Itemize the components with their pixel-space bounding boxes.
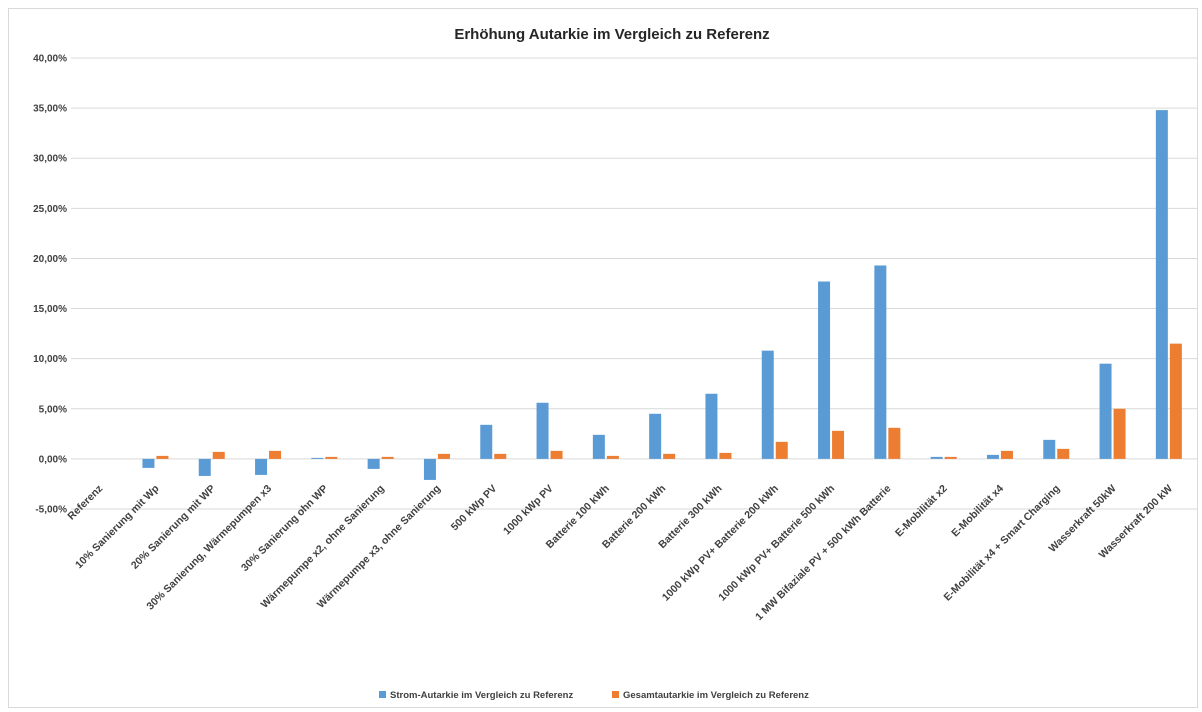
bar-gesamt: [1057, 448, 1070, 459]
bar-gesamt: [832, 430, 845, 459]
x-tick-label: 1000 kWp PV+ Batterie 200 kWh: [660, 483, 781, 604]
y-axis-ticks: -5,00% 0,00% 5,00% 10,00% 15,00% 20,00% 25,00%…: [33, 54, 67, 516]
bar-strom: [311, 457, 324, 459]
bar-strom: [1099, 363, 1112, 459]
bar-strom: [649, 413, 662, 459]
bar-gesamt: [606, 455, 619, 459]
x-tick-label: 1000 kWp PV+ Batterie 500 kWh: [716, 483, 837, 604]
bar-strom: [592, 434, 605, 459]
x-tick-label: Wärmepumpe x3, ohne Sanierung: [315, 483, 443, 611]
y-tick-label: 15,00%: [33, 304, 67, 315]
bar-gesamt: [775, 441, 788, 459]
legend-swatch: [612, 691, 619, 698]
legend-swatch: [379, 691, 386, 698]
bar-strom: [986, 454, 999, 459]
chart-svg: Erhöhung Autarkie im Vergleich zu Refere…: [33, 26, 1197, 701]
bar-strom: [142, 458, 155, 468]
bar-strom: [705, 393, 718, 459]
bar-strom: [536, 402, 549, 459]
x-tick-label: 1000 kWp PV: [501, 483, 556, 538]
bars: [142, 110, 1182, 480]
bar-gesamt: [719, 452, 732, 459]
x-tick-label: 500 kWp PV: [449, 483, 500, 534]
bar-gesamt: [381, 456, 394, 459]
bar-gesamt: [269, 450, 282, 459]
y-tick-label: 40,00%: [33, 54, 67, 65]
bar-strom: [480, 424, 493, 459]
y-tick-label: -5,00%: [35, 505, 67, 516]
y-tick-label: 0,00%: [39, 454, 67, 465]
bar-strom: [1043, 439, 1056, 459]
bar-gesamt: [550, 450, 563, 459]
gridlines: [71, 57, 1197, 510]
bar-strom: [255, 458, 268, 475]
bar-gesamt: [212, 451, 225, 459]
legend-label: Gesamtautarkie im Vergleich zu Referenz: [623, 690, 809, 701]
y-tick-label: 10,00%: [33, 354, 67, 365]
bar-strom: [367, 458, 380, 469]
x-tick-label: Wärmepumpe x2, ohne Sanierung: [259, 483, 387, 611]
legend: Strom-Autarkie im Vergleich zu Referenz G…: [379, 690, 809, 701]
bar-strom: [1155, 110, 1168, 459]
y-tick-label: 5,00%: [39, 404, 67, 415]
bar-gesamt: [663, 453, 676, 459]
y-tick-label: 30,00%: [33, 154, 67, 165]
bar-strom: [818, 281, 831, 459]
bar-gesamt: [1000, 450, 1013, 459]
x-tick-label: E-Mobilität x2: [893, 483, 950, 540]
bar-gesamt: [156, 455, 169, 459]
y-tick-label: 25,00%: [33, 204, 67, 215]
bar-gesamt: [437, 453, 450, 459]
chart-frame: Erhöhung Autarkie im Vergleich zu Refere…: [8, 8, 1198, 708]
bar-gesamt: [325, 456, 338, 459]
chart-title: Erhöhung Autarkie im Vergleich zu Refere…: [454, 26, 769, 43]
bar-strom: [423, 458, 436, 480]
x-tick-label: 30% Sanierung, Wärmepumpen x3: [144, 483, 274, 613]
x-tick-label: Referenz: [65, 483, 105, 523]
y-tick-label: 35,00%: [33, 104, 67, 115]
bar-strom: [930, 456, 943, 459]
bar-gesamt: [494, 453, 507, 459]
x-tick-label: E-Mobilität x4: [949, 483, 1006, 540]
bar-strom: [198, 458, 211, 476]
bar-gesamt: [1169, 343, 1182, 459]
bar-strom: [761, 350, 774, 459]
bar-gesamt: [944, 456, 957, 459]
bar-strom: [874, 265, 887, 459]
x-tick-label: E-Mobilität x4 + Smart Charging: [941, 483, 1062, 604]
y-tick-label: 20,00%: [33, 254, 67, 265]
legend-label: Strom-Autarkie im Vergleich zu Referenz: [390, 690, 573, 701]
bar-gesamt: [1113, 408, 1126, 459]
bar-gesamt: [888, 427, 901, 459]
